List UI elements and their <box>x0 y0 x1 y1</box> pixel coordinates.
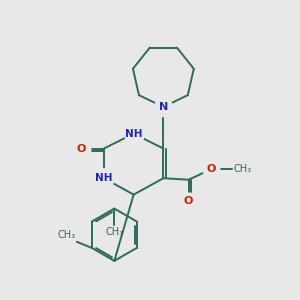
Text: CH₃: CH₃ <box>233 164 251 174</box>
Text: O: O <box>206 164 216 174</box>
Text: O: O <box>77 143 86 154</box>
Text: CH₃: CH₃ <box>105 227 123 237</box>
Text: NH: NH <box>125 129 142 139</box>
Text: O: O <box>184 196 193 206</box>
Text: N: N <box>159 102 168 112</box>
Text: NH: NH <box>95 173 113 183</box>
Text: CH₃: CH₃ <box>57 230 75 240</box>
